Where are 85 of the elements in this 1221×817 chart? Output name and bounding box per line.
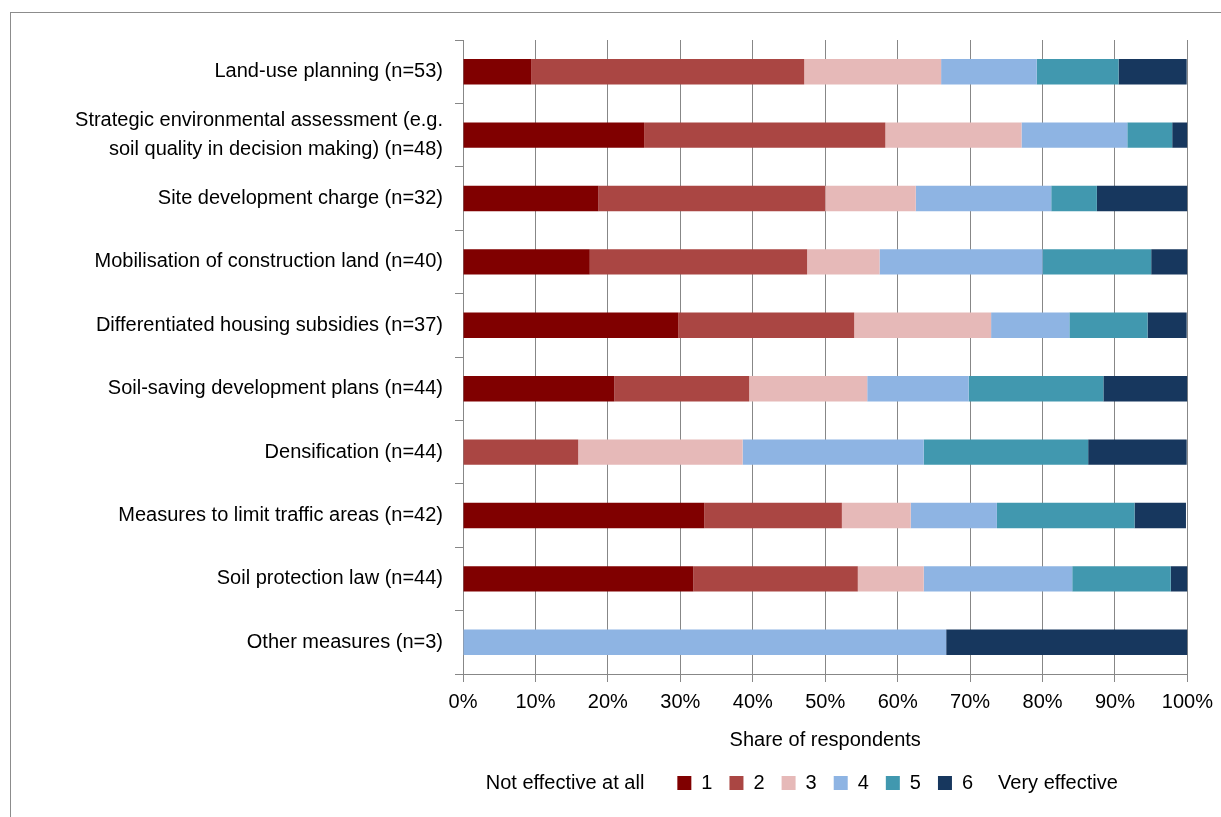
bar [1170,566,1188,592]
bar [1069,312,1148,338]
bar [854,312,992,338]
bar [1051,185,1097,212]
bar [885,122,1022,148]
x-tick-label: 40% [732,689,773,712]
x-tick-label: 100% [1161,689,1214,712]
bar [804,59,942,85]
bar [1036,59,1119,85]
bar [749,376,868,402]
bar [941,59,1037,85]
x-tick-label: 30% [660,689,701,712]
legend-label: 6 [961,770,974,793]
bar [1118,59,1187,85]
x-tick-label: 20% [587,689,629,712]
y-tick-label: Measures to limit traffic areas (n=42) [118,503,443,526]
bar [693,566,858,592]
bar [463,312,679,338]
legend-label: 5 [909,770,921,793]
bar [463,185,599,212]
bar [463,566,694,592]
y-tick-label: Differentiated housing subsidies (n=37) [95,312,443,335]
bar [1151,249,1188,275]
y-tick-label: Strategic environmental assessment (e.g. soil quality in decision making) (n=48) [75,108,443,160]
text: Very effective [998,770,1118,793]
bar [1103,376,1188,402]
bar [1134,502,1186,529]
bar [841,502,911,529]
bar [614,376,750,402]
bar [463,629,947,655]
legend-label: 2 [753,770,765,793]
bar [857,566,924,592]
y-tick-label: Mobilisation of construction land (n=40) [94,249,443,272]
x-tick-label: 80% [1022,689,1063,712]
bar [463,122,645,148]
bar [923,566,1073,592]
bar [923,439,1089,465]
bar [807,249,880,275]
bar [742,439,924,465]
legend-label: 1 [701,770,713,793]
bar [578,439,743,465]
legend-label: 4 [857,770,869,793]
bar [968,376,1104,402]
bar [644,122,886,148]
bar [991,312,1070,338]
bar [910,502,997,529]
y-tick-label: Soil protection law (n=44) [216,566,443,589]
x-tick-label: 70% [950,689,991,712]
bar [463,59,532,85]
bar [1088,439,1187,465]
x-axis-title: Share of respondents [729,727,921,750]
bar [531,59,805,85]
y-tick-label: Land-use planning (n=53) [214,59,443,82]
bar [1127,122,1173,148]
bar [1147,312,1187,338]
bar [589,249,808,275]
bar [704,502,842,529]
bar [879,249,1043,275]
bar [1096,185,1188,212]
bar [463,502,705,529]
x-tick-label: 90% [1094,689,1136,712]
x-tick-label: 60% [877,689,918,712]
bar [1042,249,1152,275]
x-tick-label: 0% [448,689,478,712]
y-tick-label: Other measures (n=3) [246,629,443,652]
bar [463,249,590,275]
bar [1021,122,1128,148]
bar [1172,122,1188,148]
y-tick-label: Site development charge (n=32) [157,186,443,209]
text: Not effective at all [485,770,645,793]
bar [825,185,916,212]
bar [915,185,1052,212]
x-tick-label: 10% [515,689,556,712]
bar [867,376,969,402]
bar [463,376,615,402]
bar [996,502,1135,529]
bar [678,312,855,338]
bar [598,185,826,212]
x-tick-label: 50% [805,689,846,712]
bar [463,439,579,465]
legend-label: 3 [805,770,817,793]
bar [946,629,1188,655]
bar [1072,566,1171,592]
y-tick-label: Densification (n=44) [264,439,443,462]
y-tick-label: Soil-saving development plans (n=44) [107,376,443,399]
